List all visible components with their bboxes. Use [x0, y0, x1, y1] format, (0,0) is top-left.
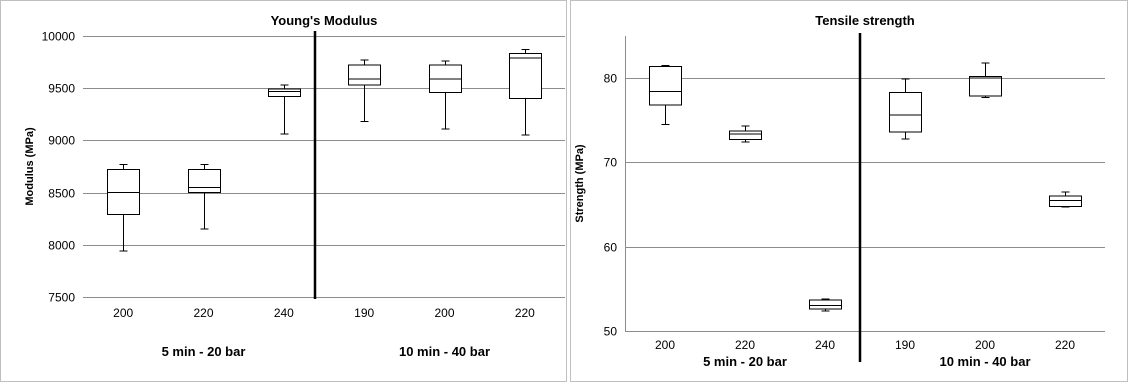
x-tick-label: 220	[735, 338, 755, 352]
box-series	[649, 62, 1082, 312]
y-tick-label: 7500	[48, 291, 75, 305]
y-tick-label: 8500	[48, 187, 75, 201]
box-iqr	[969, 75, 1002, 97]
y-tick-label: 80	[604, 72, 618, 86]
y-tick-label: 10000	[42, 30, 76, 44]
x-tick-label: 220	[193, 306, 213, 320]
panel-frame	[570, 0, 1128, 382]
x-axis-categories: 200 220 240 190 200 220	[113, 306, 535, 320]
box-0	[649, 65, 682, 125]
box-3	[348, 59, 381, 123]
x-tick-label: 200	[113, 306, 133, 320]
x-tick-label: 240	[815, 338, 835, 352]
box-iqr	[1049, 195, 1082, 207]
group-label: 10 min - 40 bar	[939, 354, 1030, 369]
box-iqr	[889, 91, 922, 133]
box-1	[188, 163, 221, 230]
x-tick-label: 240	[274, 306, 294, 320]
y-tick-label: 8000	[48, 239, 75, 253]
y-tick-label: 70	[604, 156, 618, 170]
group-label: 5 min - 20 bar	[703, 354, 787, 369]
box-iqr	[809, 299, 842, 310]
x-axis-categories: 200 220 240 190 200 220	[655, 338, 1075, 352]
x-tick-label: 190	[354, 306, 374, 320]
youngs-modulus-chart: 7500 8000 8500 9000 9500 10000 Young's Modulus…	[0, 0, 567, 382]
y-tick-label: 50	[604, 325, 618, 339]
box-iqr	[649, 65, 682, 106]
box-3	[889, 78, 922, 140]
box-4	[429, 60, 462, 130]
y-axis-ticks: 50 60 70 80	[604, 72, 1105, 339]
box-0	[107, 163, 140, 252]
chart-title: Young's Modulus	[271, 13, 378, 28]
group-label: 5 min - 20 bar	[162, 344, 246, 359]
panel-frame	[0, 0, 567, 382]
box-5	[509, 49, 542, 136]
box-iqr	[729, 130, 762, 141]
y-axis-label: Strength (MPa)	[574, 144, 586, 223]
tensile-strength-chart: 50 60 70 80 Tensile strength Strength (MPa) 20…	[570, 0, 1128, 382]
box-iqr	[188, 169, 221, 194]
y-tick-label: 60	[604, 241, 618, 255]
box-iqr	[348, 64, 381, 86]
box-5	[1049, 191, 1082, 208]
box-iqr	[509, 53, 542, 100]
x-tick-label: 190	[895, 338, 915, 352]
chart-title: Tensile strength	[815, 13, 915, 28]
x-tick-label: 220	[515, 306, 535, 320]
x-tick-label: 200	[975, 338, 995, 352]
box-4	[969, 62, 1002, 99]
x-tick-label: 200	[655, 338, 675, 352]
box-2	[809, 298, 842, 312]
y-tick-label: 9000	[48, 134, 75, 148]
y-axis-label: Modulus (MPa)	[24, 127, 36, 206]
box-2	[268, 84, 301, 135]
x-tick-label: 220	[1055, 338, 1075, 352]
box-series	[107, 49, 542, 252]
box-iqr	[268, 88, 301, 98]
x-tick-label: 200	[434, 306, 454, 320]
box-1	[729, 125, 762, 143]
y-axis-ticks: 7500 8000 8500 9000 9500 10000	[42, 30, 565, 305]
group-label: 10 min - 40 bar	[399, 344, 490, 359]
y-tick-label: 9500	[48, 82, 75, 96]
box-iqr	[107, 169, 140, 216]
